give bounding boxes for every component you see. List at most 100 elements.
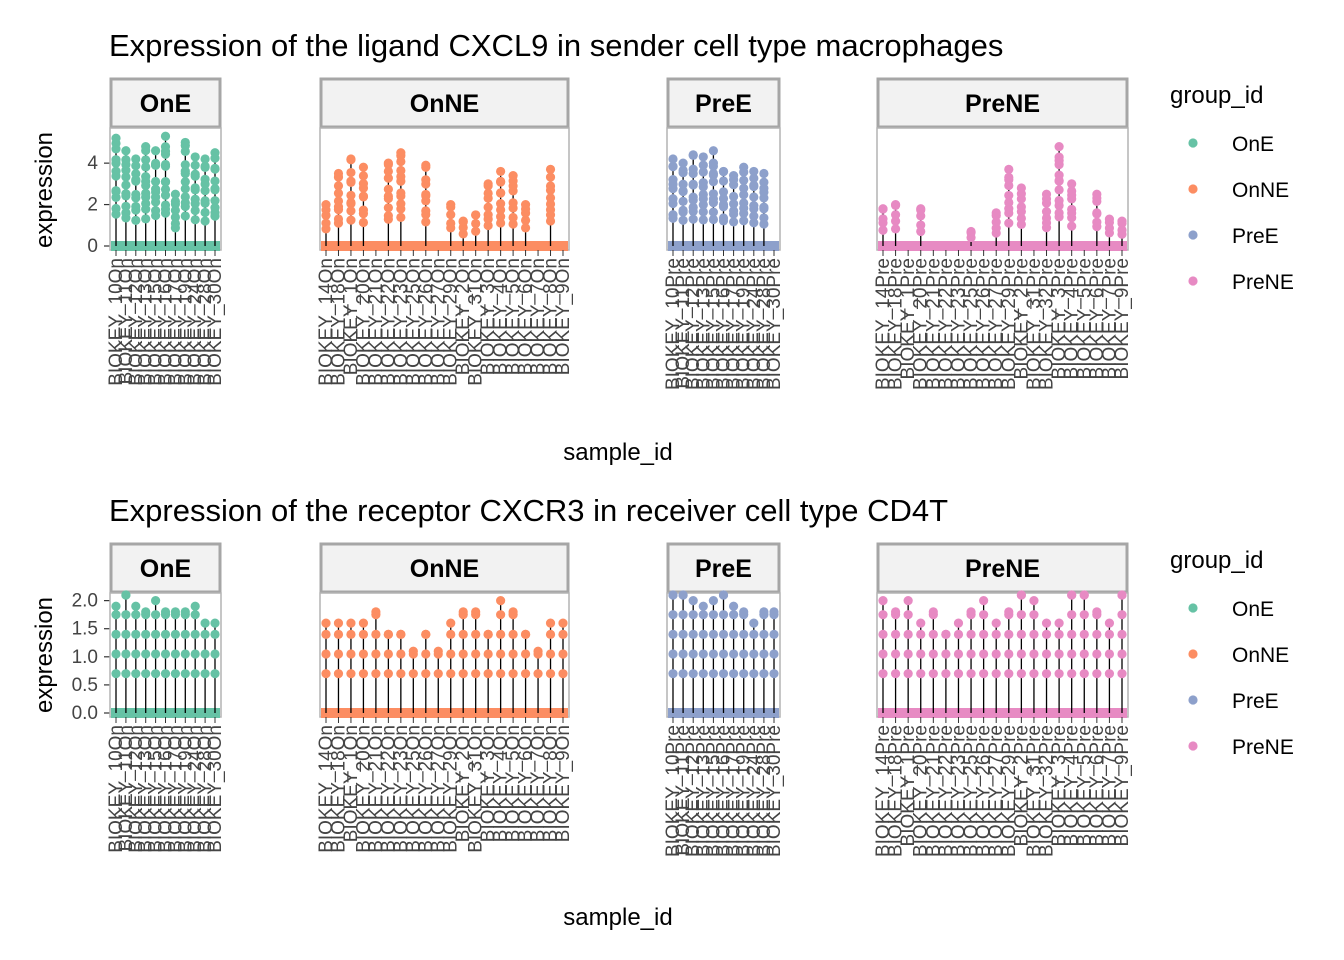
data-point	[131, 610, 141, 620]
data-point	[966, 669, 976, 679]
data-point	[878, 214, 888, 224]
data-point	[668, 194, 678, 204]
data-point	[668, 669, 678, 679]
x-tick-label: BIOKEY_24On	[185, 258, 206, 386]
data-point	[903, 649, 913, 659]
data-point	[358, 629, 369, 639]
data-point	[729, 669, 739, 679]
data-point	[708, 177, 719, 187]
x-tick-label: BIOKEY_23On	[391, 725, 412, 853]
data-point	[131, 189, 141, 200]
facet-strip	[319, 542, 570, 594]
data-point	[739, 669, 749, 679]
data-point	[1029, 669, 1039, 679]
facet-strip	[876, 542, 1129, 594]
data-point	[190, 649, 200, 659]
data-point	[121, 155, 131, 165]
x-tick-label: BIOKEY_10Pre	[663, 258, 684, 390]
data-point	[200, 649, 210, 659]
data-point	[190, 169, 200, 179]
x-tick-label: BIOKEY_25Pre	[961, 258, 982, 390]
data-point	[1029, 596, 1039, 606]
x-tick-label: BIOKEY_14Pre	[873, 258, 894, 390]
data-point	[180, 177, 190, 187]
y-tick-label: 0	[87, 236, 98, 257]
data-point	[1067, 649, 1077, 659]
data-point	[890, 210, 901, 220]
data-point	[688, 164, 698, 174]
x-tick-label: BIOKEY_32Pre	[1037, 725, 1058, 857]
data-point	[396, 669, 406, 679]
x-tick-label: BIOKEY_22Pre	[936, 725, 957, 857]
data-point	[496, 198, 506, 209]
zero-expression-band	[321, 708, 568, 718]
x-tick-label: BIOKEY_3On	[478, 258, 499, 375]
y-tick-label: 4	[87, 153, 98, 174]
data-point	[121, 180, 131, 190]
data-point	[1079, 669, 1089, 679]
data-point	[151, 669, 161, 679]
data-point	[333, 629, 344, 639]
data-point	[890, 224, 901, 234]
data-point	[903, 669, 913, 679]
data-point	[160, 131, 171, 141]
data-point	[170, 189, 180, 199]
x-tick-label: BIOKEY_26Pre	[974, 725, 995, 857]
data-point	[483, 202, 493, 212]
data-point	[151, 146, 161, 156]
x-tick-label: BIOKEY_5Pre	[1074, 258, 1095, 379]
x-tick-label: BIOKEY_1Pre	[898, 258, 919, 379]
data-point	[878, 610, 888, 620]
data-point	[160, 200, 171, 210]
data-point	[160, 159, 171, 170]
data-point	[698, 167, 708, 177]
data-point	[1067, 179, 1077, 189]
data-point	[200, 154, 210, 164]
data-point	[200, 618, 210, 628]
x-tick-label: BIOKEY_32Pre	[1037, 258, 1058, 390]
legend: group_id OnE OnNE PreE PreNE	[1170, 547, 1294, 759]
legend-label: OnE	[1232, 598, 1274, 621]
data-point	[678, 158, 688, 168]
data-point	[421, 629, 431, 639]
data-point	[170, 196, 180, 206]
data-point	[200, 174, 210, 184]
data-point	[718, 176, 729, 186]
data-point	[141, 649, 151, 659]
data-point	[916, 649, 926, 659]
data-point	[1079, 610, 1089, 620]
data-point	[190, 669, 200, 679]
x-tick-label: BIOKEY_1On	[341, 258, 362, 375]
x-tick-label: BIOKEY_9On	[553, 725, 574, 842]
data-point	[688, 669, 698, 679]
data-point	[121, 208, 131, 218]
data-point	[520, 629, 531, 639]
facet-strip-label: PreNE	[965, 555, 1040, 583]
data-point	[878, 669, 888, 679]
data-point	[1067, 669, 1077, 679]
x-tick-label: BIOKEY_29Pre	[999, 725, 1020, 857]
data-point	[421, 206, 431, 216]
legend-key	[1188, 649, 1198, 659]
data-point	[1067, 186, 1077, 196]
data-point	[668, 610, 678, 620]
y-axis: 0.0 0.5 1.0 1.5 2.0	[72, 591, 110, 724]
data-point	[333, 649, 344, 659]
data-point	[483, 220, 493, 231]
data-point	[688, 202, 698, 212]
data-point	[1054, 185, 1064, 195]
data-point	[458, 216, 468, 226]
data-point	[708, 146, 719, 156]
x-tick-label: BIOKEY_15Pre	[703, 258, 724, 390]
data-point	[1004, 669, 1014, 679]
data-point	[1016, 202, 1026, 212]
data-point	[508, 669, 518, 679]
data-point	[668, 210, 678, 220]
data-point	[1117, 669, 1127, 679]
data-point	[111, 629, 121, 639]
data-point	[749, 629, 759, 639]
data-point	[1016, 183, 1026, 193]
data-point	[708, 610, 719, 620]
data-point	[346, 167, 356, 178]
data-point	[371, 649, 381, 659]
